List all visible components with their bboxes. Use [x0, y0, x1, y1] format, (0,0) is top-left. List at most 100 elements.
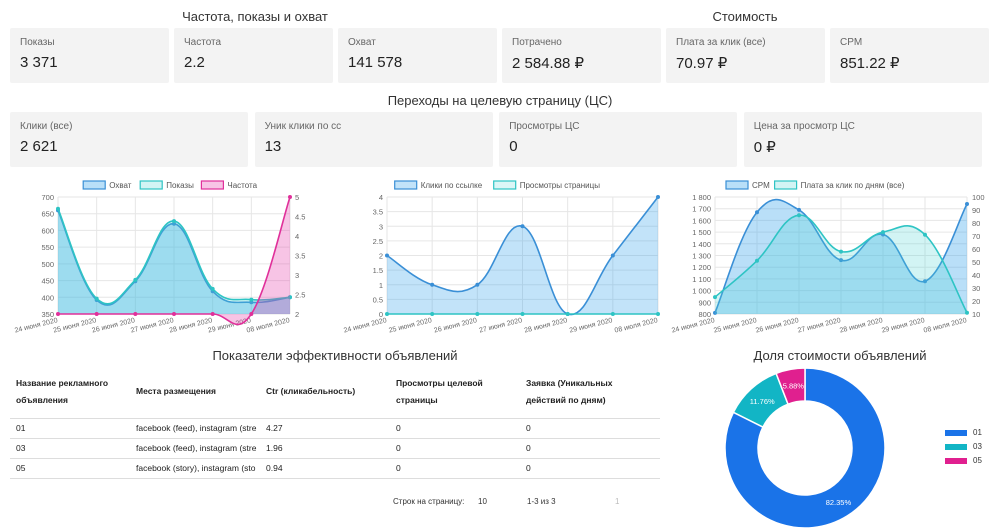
legend-swatch[interactable]: [725, 180, 749, 190]
data-point[interactable]: [210, 286, 215, 291]
kpi-value: 70.97 ₽: [676, 55, 728, 72]
cell-placement: facebook (feed), instagram (stre: [130, 438, 260, 459]
data-point[interactable]: [881, 230, 885, 235]
cell-landing-views: 0: [390, 458, 520, 479]
legend-swatch[interactable]: [82, 180, 106, 190]
legend-label[interactable]: Частота: [227, 181, 257, 190]
legend-item[interactable]: 05: [945, 456, 982, 465]
data-point[interactable]: [172, 219, 176, 224]
data-point[interactable]: [755, 258, 759, 263]
y2-tick-label: 80: [972, 219, 980, 228]
legend-swatch[interactable]: [200, 180, 224, 190]
donut-slice[interactable]: [775, 367, 806, 406]
data-point[interactable]: [656, 312, 660, 316]
legend-swatch[interactable]: [773, 180, 798, 190]
ads-table: Название рекламного объявления Места раз…: [10, 366, 660, 479]
table-row[interactable]: 01 facebook (feed), instagram (stre 4.27…: [10, 418, 660, 439]
data-point[interactable]: [133, 312, 138, 316]
legend-label[interactable]: Охват: [109, 181, 132, 190]
data-point[interactable]: [610, 253, 615, 258]
cell-leads: 0: [520, 458, 660, 479]
data-point[interactable]: [965, 310, 969, 315]
cell-ctr: 0.94: [260, 458, 390, 479]
data-point[interactable]: [133, 277, 138, 282]
kpi-label: Охват: [348, 37, 376, 48]
y-tick-label: 350: [41, 310, 54, 319]
legend-item[interactable]: 03: [945, 442, 982, 451]
data-point[interactable]: [210, 312, 215, 316]
data-point[interactable]: [839, 258, 843, 263]
x-tick-label: 24 июня 2020: [343, 317, 388, 334]
legend-label[interactable]: Плата за клик по дням (все): [801, 181, 905, 190]
data-point[interactable]: [249, 312, 254, 316]
table-row[interactable]: 03 facebook (feed), instagram (stre 1.96…: [10, 438, 660, 459]
y-tick-label: 3.5: [373, 208, 383, 217]
col-header-leads[interactable]: Заявка (Уникальных действий по дням): [520, 366, 660, 419]
data-point[interactable]: [385, 253, 389, 258]
data-point[interactable]: [288, 195, 292, 199]
legend-swatch[interactable]: [394, 180, 418, 190]
data-point[interactable]: [172, 312, 176, 316]
cell-placement: facebook (story), instagram (sto: [130, 458, 260, 479]
kpi-label: Цена за просмотр ЦС: [753, 121, 855, 132]
legend-label[interactable]: Показы: [166, 181, 194, 190]
legend-label[interactable]: CPM: [752, 181, 770, 190]
legend-item[interactable]: 01: [945, 428, 982, 437]
y-tick-label: 1 000: [692, 287, 711, 296]
data-point[interactable]: [965, 202, 969, 207]
data-point[interactable]: [94, 312, 99, 316]
col-header-ctr[interactable]: Ctr (кликабельность): [260, 366, 390, 419]
kpi-card: CPM 851.22 ₽: [830, 28, 989, 83]
col-header-landing-views[interactable]: Просмотры целевой страницы: [390, 366, 520, 419]
y-tick-label: 3: [379, 222, 383, 231]
data-point[interactable]: [656, 195, 660, 199]
rows-per-page-select[interactable]: 10: [478, 497, 487, 506]
y-tick-label: 400: [41, 293, 54, 302]
kpi-value: 13: [264, 138, 282, 155]
data-point[interactable]: [249, 297, 254, 302]
data-point[interactable]: [288, 295, 292, 300]
data-point[interactable]: [713, 310, 717, 315]
y-tick-label: 600: [41, 226, 54, 235]
data-point[interactable]: [923, 279, 927, 284]
data-point[interactable]: [385, 312, 389, 316]
legend-label[interactable]: Клики по ссылке: [421, 181, 483, 190]
x-tick-label: 25 июня 2020: [388, 317, 433, 334]
series-area: [715, 215, 967, 314]
cell-name: 01: [10, 418, 130, 439]
data-point[interactable]: [475, 312, 480, 316]
legend-swatch[interactable]: [139, 180, 163, 190]
data-point[interactable]: [475, 282, 480, 287]
x-tick-label: 08 июля 2020: [614, 317, 659, 334]
y2-tick-label: 5: [295, 193, 299, 202]
data-point[interactable]: [755, 210, 759, 215]
table-row[interactable]: 05 facebook (story), instagram (sto 0.94…: [10, 458, 660, 479]
data-point[interactable]: [430, 312, 435, 316]
data-point[interactable]: [56, 312, 60, 316]
page-number[interactable]: 1: [615, 497, 620, 506]
x-tick-label: 26 июня 2020: [433, 317, 478, 334]
legend-swatch: [945, 429, 967, 436]
y-tick-label: 1 700: [692, 205, 711, 214]
data-point[interactable]: [56, 206, 60, 211]
data-point[interactable]: [839, 249, 843, 254]
data-point[interactable]: [565, 312, 570, 316]
data-point[interactable]: [610, 312, 615, 316]
y-tick-label: 1 500: [692, 228, 711, 237]
series-area: [387, 197, 658, 315]
col-header-placement[interactable]: Места размещения: [130, 366, 260, 419]
data-point[interactable]: [520, 312, 525, 316]
donut-slice[interactable]: [724, 367, 886, 529]
data-point[interactable]: [797, 213, 801, 218]
data-point[interactable]: [713, 295, 717, 300]
legend-label[interactable]: Просмотры страницы: [520, 181, 601, 190]
data-point[interactable]: [923, 232, 927, 237]
col-header-name[interactable]: Название рекламного объявления: [10, 366, 130, 419]
cost-section-title: Стоимость: [712, 9, 778, 24]
y2-tick-label: 100: [972, 193, 985, 202]
data-point[interactable]: [430, 282, 435, 287]
data-point[interactable]: [797, 207, 801, 212]
data-point[interactable]: [94, 296, 99, 301]
data-point[interactable]: [520, 224, 525, 229]
legend-swatch[interactable]: [493, 180, 517, 190]
